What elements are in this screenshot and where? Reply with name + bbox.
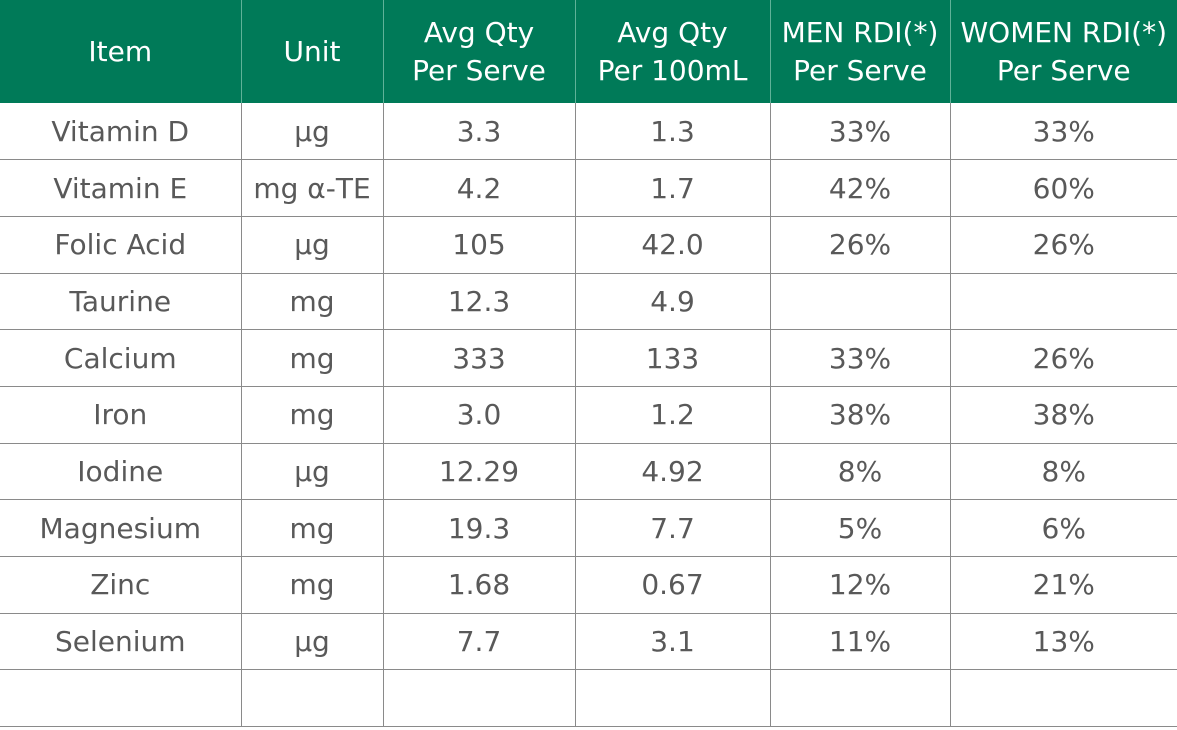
header-line: Avg Qty (423, 15, 535, 49)
header-line: Per Serve (412, 53, 546, 87)
cell-avg-per-100ml: 3.1 (574, 612, 771, 671)
header-line: MEN RDI(*) (781, 15, 939, 49)
cell-women-rdi: 33% (949, 103, 1177, 161)
header-line: WOMEN RDI(*) (960, 15, 1168, 49)
cell-avg-per-100ml: 0.67 (574, 556, 771, 614)
cell-avg-per-serve: 3.3 (382, 103, 576, 161)
cell-unit: µg (240, 103, 384, 161)
cell-women-rdi: 60% (949, 159, 1177, 217)
cell-unit: mg (240, 385, 384, 444)
cell-item: Zinc (0, 556, 242, 614)
header-men-rdi: MEN RDI(*) Per Serve (769, 0, 950, 103)
cell-women-rdi: 13% (949, 612, 1177, 671)
table-row: Iron mg 3.0 1.2 38% 38% (0, 385, 1177, 444)
cell-avg-per-serve: 12.3 (382, 272, 576, 331)
table-header: Item Unit Avg Qty Per Serve Avg Qty Per 10… (0, 0, 1177, 103)
cell-unit: mg α-TE (240, 159, 384, 217)
cell-avg-per-serve (382, 669, 576, 728)
cell-unit: mg (240, 556, 384, 614)
cell-item: Selenium (0, 612, 242, 671)
cell-avg-per-100ml: 4.9 (574, 272, 771, 331)
cell-avg-per-100ml: 133 (574, 329, 771, 387)
table-row: Calcium mg 333 133 33% 26% (0, 329, 1177, 387)
table-row (0, 669, 1177, 728)
header-item: Item (0, 0, 241, 103)
header-line: Avg Qty (617, 15, 728, 49)
cell-men-rdi: 42% (769, 159, 951, 217)
cell-avg-per-100ml: 42.0 (574, 215, 771, 274)
header-unit: Unit (240, 0, 383, 103)
header-line: Item (88, 34, 153, 68)
header-line: Per Serve (996, 53, 1131, 87)
cell-item: Magnesium (0, 499, 242, 557)
cell-item: Folic Acid (0, 215, 242, 274)
cell-item: Iron (0, 385, 242, 444)
header-line: Unit (283, 34, 341, 68)
cell-men-rdi: 8% (769, 442, 951, 501)
cell-unit: mg (240, 329, 384, 387)
header-line: Per 100mL (597, 53, 748, 87)
cell-avg-per-serve: 3.0 (382, 385, 576, 444)
cell-men-rdi: 33% (769, 329, 951, 387)
cell-item: Calcium (0, 329, 242, 387)
cell-women-rdi: 6% (949, 499, 1177, 557)
table-row: Selenium µg 7.7 3.1 11% 13% (0, 612, 1177, 671)
table-row: Zinc mg 1.68 0.67 12% 21% (0, 556, 1177, 614)
header-women-rdi: WOMEN RDI(*) Per Serve (949, 0, 1177, 103)
cell-women-rdi: 38% (949, 385, 1177, 444)
cell-men-rdi: 11% (769, 612, 951, 671)
cell-women-rdi (949, 669, 1177, 728)
cell-unit: mg (240, 499, 384, 557)
header-row: Item Unit Avg Qty Per Serve Avg Qty Per 10… (0, 0, 1177, 103)
header-avg-per-100ml: Avg Qty Per 100mL (574, 0, 770, 103)
cell-item: Vitamin E (0, 159, 242, 217)
table-row: Taurine mg 12.3 4.9 (0, 272, 1177, 331)
cell-women-rdi (949, 272, 1177, 331)
cell-item: Taurine (0, 272, 242, 331)
cell-men-rdi (769, 272, 951, 331)
cell-avg-per-serve: 105 (382, 215, 576, 274)
cell-men-rdi (769, 669, 951, 728)
cell-avg-per-100ml: 1.7 (574, 159, 771, 217)
cell-item: Iodine (0, 442, 242, 501)
cell-women-rdi: 8% (949, 442, 1177, 501)
cell-avg-per-100ml: 1.3 (574, 103, 771, 161)
cell-avg-per-100ml: 7.7 (574, 499, 771, 557)
cell-unit (240, 669, 384, 728)
header-avg-per-serve: Avg Qty Per Serve (382, 0, 575, 103)
cell-women-rdi: 21% (949, 556, 1177, 614)
cell-avg-per-serve: 19.3 (382, 499, 576, 557)
cell-avg-per-100ml: 4.92 (574, 442, 771, 501)
cell-men-rdi: 12% (769, 556, 951, 614)
cell-women-rdi: 26% (949, 329, 1177, 387)
cell-avg-per-serve: 7.7 (382, 612, 576, 671)
cell-unit: µg (240, 612, 384, 671)
table-row: Folic Acid µg 105 42.0 26% 26% (0, 215, 1177, 274)
cell-unit: µg (240, 442, 384, 501)
cell-unit: mg (240, 272, 384, 331)
cell-item (0, 669, 242, 728)
table-row: Magnesium mg 19.3 7.7 5% 6% (0, 499, 1177, 557)
cell-avg-per-serve: 1.68 (382, 556, 576, 614)
cell-item: Vitamin D (0, 103, 242, 161)
cell-avg-per-100ml (574, 669, 771, 728)
cell-avg-per-serve: 12.29 (382, 442, 576, 501)
cell-avg-per-serve: 4.2 (382, 159, 576, 217)
header-line: Per Serve (793, 53, 927, 87)
cell-avg-per-100ml: 1.2 (574, 385, 771, 444)
cell-men-rdi: 5% (769, 499, 951, 557)
cell-women-rdi: 26% (949, 215, 1177, 274)
cell-men-rdi: 38% (769, 385, 951, 444)
cell-men-rdi: 26% (769, 215, 951, 274)
cell-unit: µg (240, 215, 384, 274)
table-row: Iodine µg 12.29 4.92 8% 8% (0, 442, 1177, 501)
cell-men-rdi: 33% (769, 103, 951, 161)
cell-avg-per-serve: 333 (382, 329, 576, 387)
